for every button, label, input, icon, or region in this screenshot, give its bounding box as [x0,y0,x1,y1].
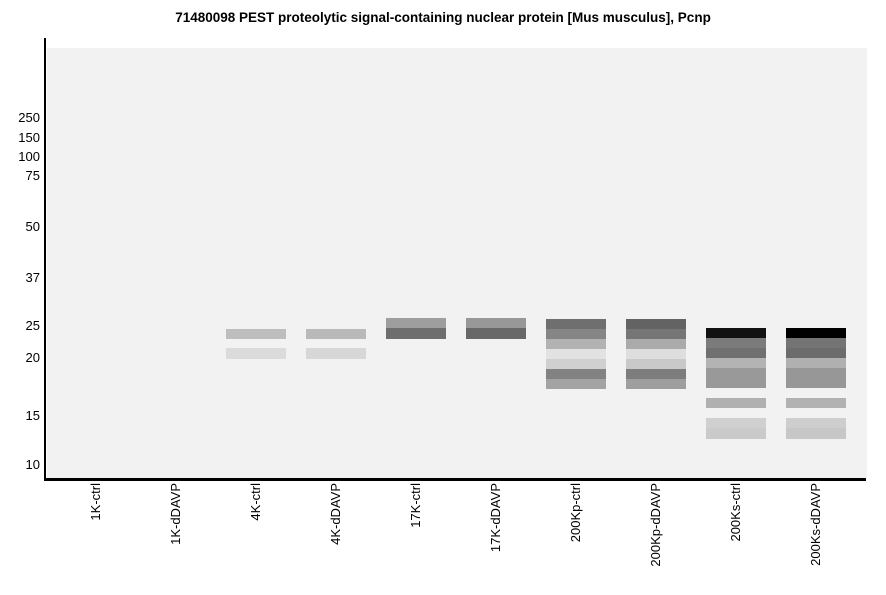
gel-band [626,339,686,349]
gel-band [546,339,606,349]
gel-band [706,358,766,368]
gel-band [626,379,686,389]
gel-band [306,348,366,359]
gel-band [706,348,766,358]
x-axis-lane-label: 17K-ctrl [408,483,423,528]
gel-band [786,348,846,358]
gel-band [546,359,606,369]
y-axis-tick-label: 20 [25,350,40,365]
x-axis-lane-label: 200Ks-dDAVP [808,483,823,566]
y-axis-tick-label: 37 [25,270,40,285]
gel-band [786,328,846,338]
y-axis-tick-label: 250 [18,110,40,125]
x-axis-lane-label: 4K-ctrl [248,483,263,521]
gel-band [546,379,606,389]
gel-band [786,368,846,388]
gel-band [546,319,606,329]
gel-band [546,349,606,359]
gel-band [546,329,606,339]
x-axis-lane-label: 17K-dDAVP [488,483,503,553]
y-axis-tick-label: 10 [25,457,40,472]
y-axis-tick-label: 100 [18,149,40,164]
x-axis-lane-label: 200Ks-ctrl [728,483,743,542]
gel-band [706,328,766,338]
x-axis-lane-label: 1K-ctrl [88,483,103,521]
gel-band [626,349,686,359]
gel-band [706,398,766,408]
gel-band [626,329,686,339]
gel-band [626,359,686,369]
gel-band [226,348,286,359]
x-axis-lane-label: 200Kp-dDAVP [648,483,663,567]
gel-band [786,338,846,348]
x-axis-lane-label: 200Kp-ctrl [568,483,583,543]
x-axis-line [44,478,866,481]
gel-band [786,428,846,439]
gel-band [466,328,526,339]
y-axis-line [44,38,46,481]
x-axis-lane-label: 1K-dDAVP [168,483,183,545]
y-axis-tick-label: 75 [25,168,40,183]
chart-title: 71480098 PEST proteolytic signal-contain… [175,10,711,25]
gel-band [706,418,766,428]
gel-band [706,428,766,439]
gel-band [786,418,846,428]
y-axis-tick-label: 50 [25,219,40,234]
gel-band [706,338,766,348]
y-axis-tick-label: 15 [25,408,40,423]
gel-band [706,368,766,388]
y-axis-tick-label: 150 [18,130,40,145]
gel-band [386,328,446,339]
gel-band [226,329,286,339]
gel-band [786,398,846,408]
gel-band [786,358,846,368]
gel-band [466,318,526,328]
gel-band [626,369,686,379]
gel-band [626,319,686,329]
gel-band [386,318,446,328]
gel-plot-area [47,48,867,478]
gel-band [306,329,366,339]
gel-band [546,369,606,379]
y-axis-tick-label: 25 [25,318,40,333]
x-axis-lane-label: 4K-dDAVP [328,483,343,545]
